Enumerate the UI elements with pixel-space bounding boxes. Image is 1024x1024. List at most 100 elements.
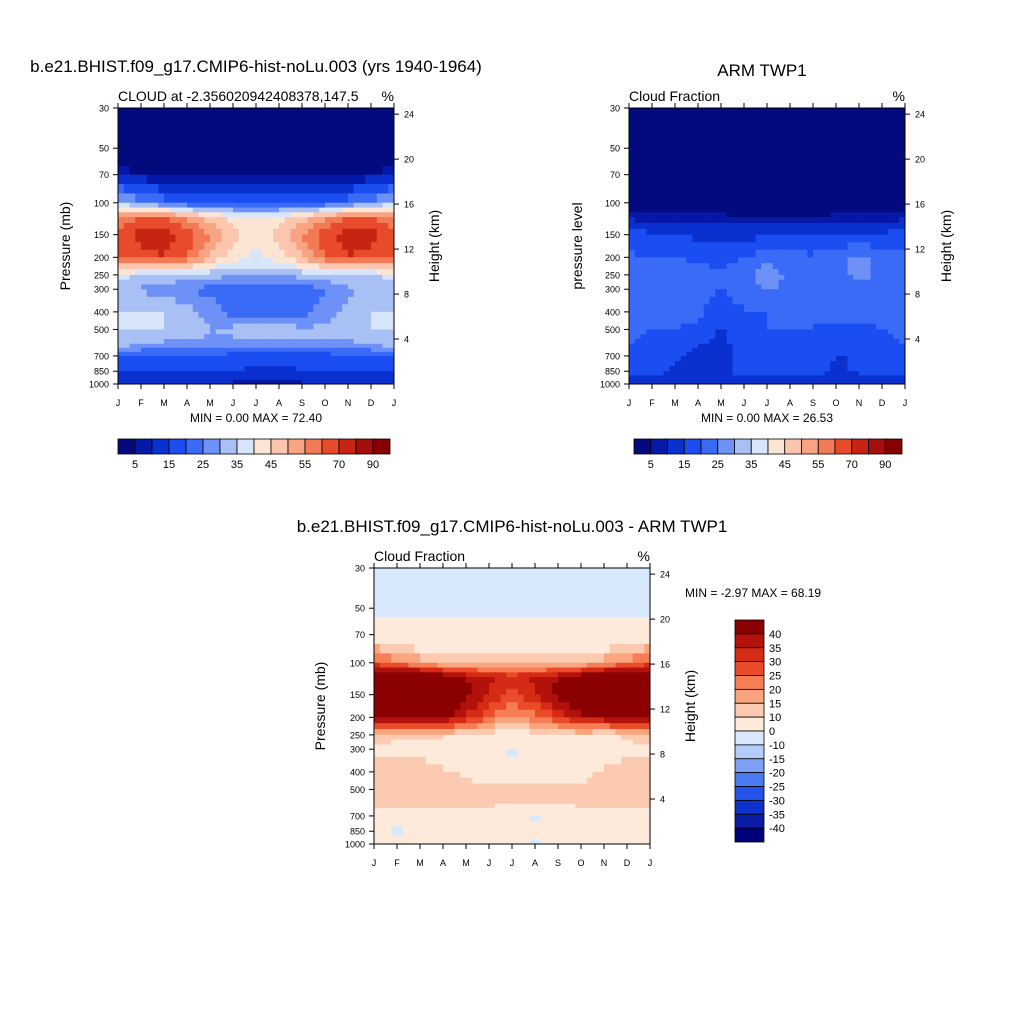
heatmap-cell (296, 263, 303, 270)
heatmap-cell (152, 228, 159, 236)
heatmap-cell (152, 148, 159, 158)
heatmap-cell (824, 174, 831, 185)
heatmap-cell (365, 279, 372, 286)
heatmap-cell (397, 667, 404, 673)
heatmap-cell (749, 263, 757, 270)
heatmap-cell (365, 347, 372, 353)
heatmap-cell (657, 279, 665, 286)
heatmap-cell (261, 121, 269, 136)
heatmap-cell (118, 165, 125, 176)
heatmap-cell (359, 371, 366, 377)
heatmap-cell (830, 148, 837, 158)
heatmap-cell (227, 249, 234, 258)
heatmap-cell (830, 355, 837, 362)
y-right-tick-label: 24 (404, 110, 414, 120)
heatmap-cell (210, 343, 217, 349)
heatmap-cell (830, 334, 837, 340)
heatmap-cell (864, 284, 872, 290)
heatmap-cell (302, 174, 309, 185)
heatmap-cell (302, 249, 309, 258)
heatmap-cell (876, 121, 883, 136)
heatmap-cell (215, 174, 223, 185)
heatmap-cell (129, 217, 136, 224)
heatmap-cell (391, 568, 398, 582)
heatmap-cell (325, 371, 332, 377)
heatmap-cell (210, 317, 217, 325)
heatmap-cell (371, 212, 378, 218)
heatmap-cell (313, 351, 320, 357)
heatmap-cell (388, 289, 394, 298)
heatmap-cell (313, 134, 320, 149)
heatmap-cell (500, 581, 507, 596)
heatmap-cell (215, 379, 223, 384)
heatmap-cell (680, 379, 688, 384)
heatmap-cell (680, 257, 688, 264)
heatmap-cell (864, 202, 872, 209)
heatmap-cell (374, 662, 381, 669)
heatmap-cell (365, 334, 372, 340)
heatmap-cell (744, 375, 751, 381)
heatmap-cell (749, 134, 757, 149)
heatmap-cell (284, 217, 292, 224)
heatmap-cell (657, 311, 665, 319)
heatmap-cell (876, 311, 883, 319)
heatmap-cell (818, 334, 826, 340)
heatmap-cell (397, 672, 404, 678)
heatmap-cell (703, 174, 711, 185)
heatmap-cell (732, 184, 739, 195)
heatmap-cell (615, 568, 622, 582)
heatmap-cell (227, 375, 234, 381)
heatmap-cell (267, 108, 274, 122)
heatmap-cell (581, 634, 588, 645)
heatmap-cell (818, 343, 826, 349)
heatmap-cell (325, 249, 332, 258)
heatmap-cell (353, 317, 361, 325)
heatmap-cell (686, 334, 693, 340)
heatmap-cell (348, 317, 355, 325)
heatmap-cell (669, 174, 676, 185)
heatmap-cell (629, 202, 636, 209)
heatmap-cell (210, 334, 217, 340)
heatmap-cell (192, 217, 200, 224)
heatmap-cell (824, 274, 831, 281)
heatmap-cell (818, 361, 826, 367)
heatmap-cell (738, 234, 745, 243)
heatmap-cell (709, 193, 716, 204)
heatmap-cell (738, 184, 745, 195)
heatmap-cell (284, 339, 292, 345)
heatmap-cell (437, 644, 444, 655)
heatmap-cell (273, 304, 280, 313)
heatmap-cell (790, 249, 797, 258)
heatmap-cell (744, 263, 751, 270)
heatmap-cell (477, 634, 484, 645)
heatmap-cell (489, 581, 496, 596)
colorbar-swatch (851, 438, 869, 455)
heatmap-cell (227, 134, 234, 149)
heatmap-cell (307, 375, 315, 381)
heatmap-cell (244, 329, 251, 335)
heatmap-cell (657, 329, 665, 335)
heatmap-cell (313, 347, 320, 353)
heatmap-cell (726, 329, 734, 335)
heatmap-cell (284, 366, 292, 372)
heatmap-cell (652, 355, 659, 362)
heatmap-cell (692, 371, 699, 377)
heatmap-cell (123, 379, 131, 384)
heatmap-cell (233, 296, 240, 305)
heatmap-cell (598, 568, 605, 582)
heatmap-cell (359, 323, 366, 331)
heatmap-cell (824, 311, 831, 319)
heatmap-cell (198, 108, 205, 122)
heatmap-cell (414, 644, 421, 655)
heatmap-cell (535, 677, 542, 684)
heatmap-cell (755, 311, 762, 319)
heatmap-cell (471, 653, 479, 664)
heatmap-cell (876, 134, 883, 149)
y-tick-label: 500 (94, 325, 109, 335)
heatmap-cell (152, 217, 159, 224)
heatmap-cell (489, 608, 496, 618)
heatmap-cell (431, 617, 438, 627)
heatmap-cell (359, 379, 366, 384)
heatmap-cell (847, 257, 854, 264)
heatmap-cell (164, 361, 171, 367)
